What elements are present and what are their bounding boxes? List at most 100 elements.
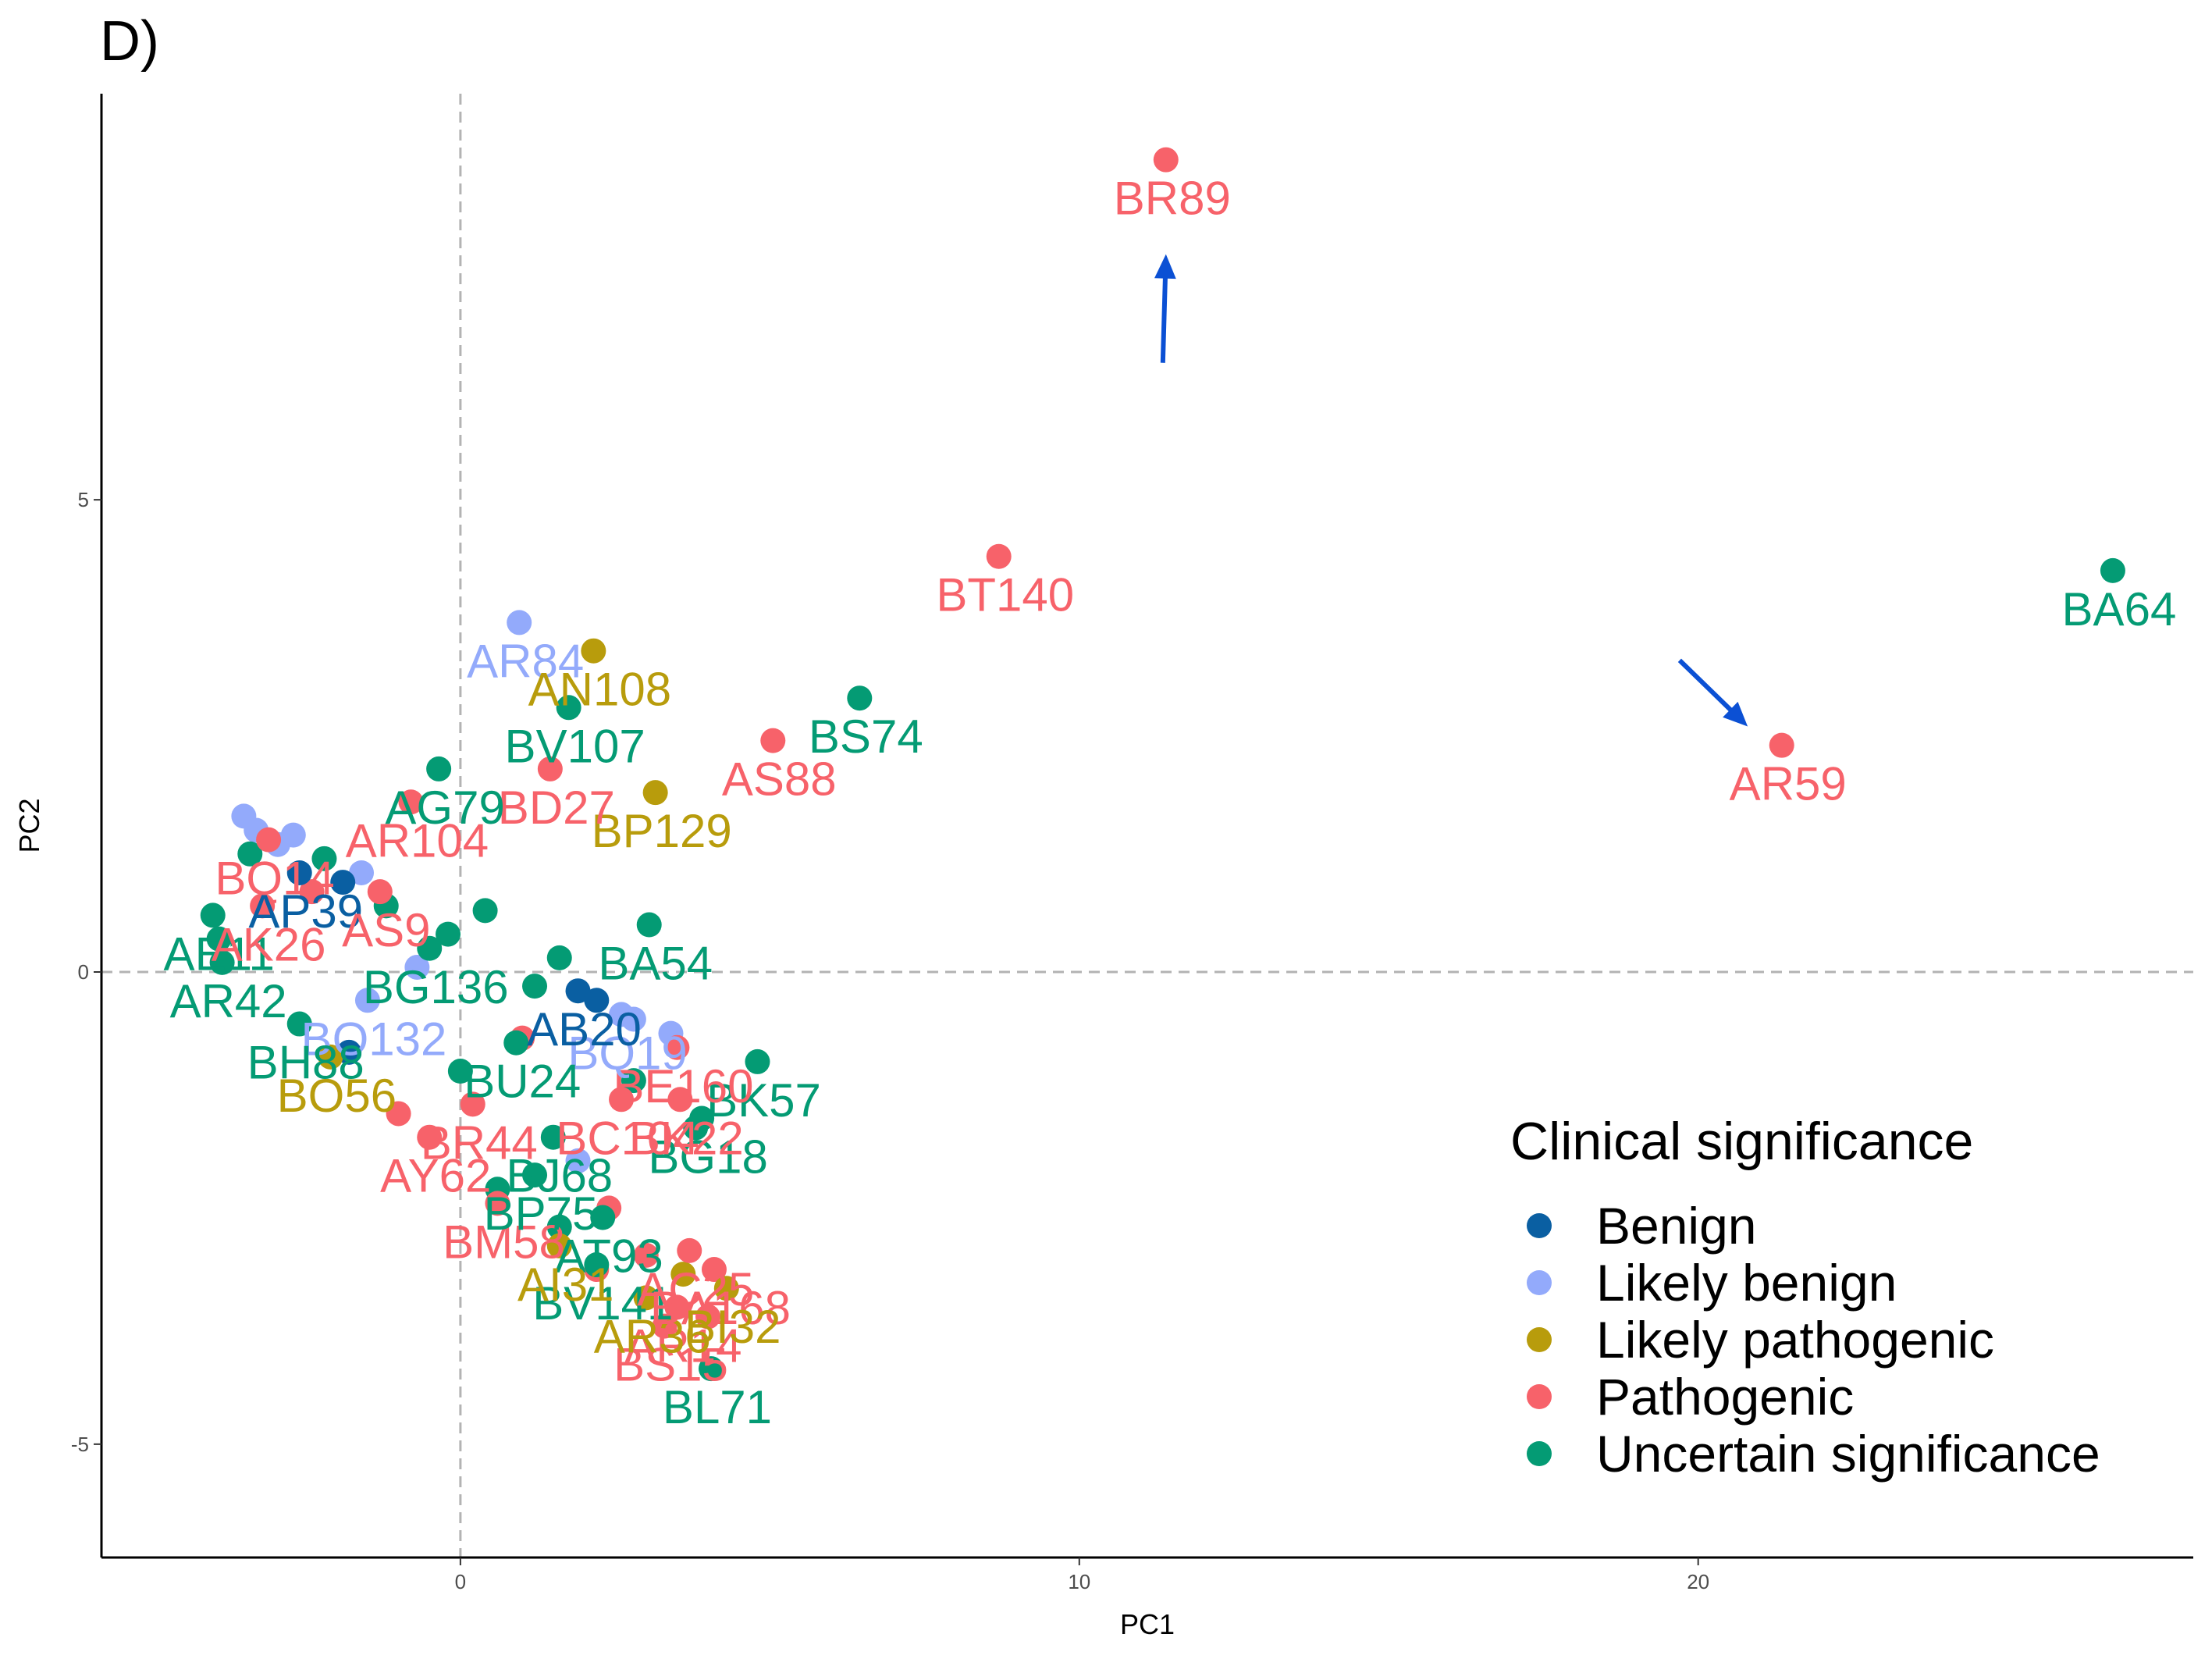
data-point — [642, 780, 668, 806]
data-point — [485, 1191, 510, 1216]
data-point — [1769, 732, 1794, 758]
legend-key — [1527, 1213, 1552, 1238]
x-tick-label: 0 — [455, 1570, 466, 1593]
point-label: BA54 — [598, 938, 713, 990]
data-point — [546, 1233, 572, 1258]
legend-key — [1527, 1270, 1552, 1295]
data-point — [556, 695, 581, 721]
data-point — [565, 978, 591, 1004]
data-point — [667, 1087, 693, 1113]
panel-label: D) — [100, 10, 159, 73]
data-point — [286, 1011, 312, 1037]
legend-title: Clinical significance — [1510, 1112, 1973, 1171]
point-label: AR36 — [594, 1310, 711, 1362]
y-tick-label: -5 — [71, 1433, 89, 1456]
point-label: BP129 — [592, 805, 732, 857]
data-point — [565, 1148, 591, 1173]
point-label: BR44 — [421, 1116, 538, 1169]
data-point — [417, 935, 443, 961]
legend-key — [1527, 1327, 1552, 1352]
legend-label: Uncertain significance — [1596, 1425, 2100, 1483]
point-label: BG136 — [363, 961, 509, 1013]
point-label: BS74 — [809, 710, 923, 763]
arrow-head — [1154, 254, 1176, 279]
data-point — [349, 860, 375, 885]
x-ticks: 0 10 20 — [455, 1558, 1709, 1593]
x-tick-label: 20 — [1687, 1570, 1709, 1593]
point-label: BQ19 — [567, 1027, 687, 1079]
arrow-shaft — [1160, 275, 1168, 363]
data-point — [472, 898, 498, 924]
point-label: BD27 — [498, 781, 615, 834]
y-tick-label: 5 — [78, 488, 89, 511]
data-point — [417, 1124, 443, 1150]
data-point — [507, 610, 532, 635]
arrow-shaft — [1677, 658, 1734, 714]
point-label: BE160 — [613, 1060, 753, 1113]
point-label: AC25 — [637, 1263, 754, 1315]
data-point — [652, 1313, 677, 1339]
point-label: AR59 — [1730, 758, 1847, 810]
data-point — [354, 988, 380, 1013]
data-point — [522, 974, 548, 999]
data-point — [581, 638, 606, 664]
axes — [100, 94, 2193, 1559]
legend-label: Benign — [1596, 1197, 1757, 1255]
point-label: BR89 — [1114, 173, 1231, 225]
data-point — [522, 1162, 548, 1188]
data-point — [677, 1237, 702, 1263]
data-point — [256, 827, 282, 853]
point-label: AN108 — [528, 664, 671, 716]
data-point — [695, 1304, 721, 1330]
data-point — [286, 860, 312, 885]
y-axis-title: PC2 — [13, 798, 45, 853]
y-ticks: -5 0 5 — [71, 488, 101, 1456]
legend-key — [1527, 1384, 1552, 1409]
data-point — [404, 954, 430, 980]
data-point — [540, 1124, 566, 1150]
data-point — [633, 1285, 659, 1311]
point-label: BT140 — [936, 569, 1074, 621]
data-point — [664, 1294, 690, 1320]
data-point — [330, 870, 356, 895]
data-point — [209, 949, 235, 975]
point-label: AE11 — [164, 927, 275, 980]
point-label: AS9 — [342, 904, 430, 956]
point-label: BI32 — [685, 1301, 781, 1353]
point-label: BV141 — [532, 1277, 673, 1330]
data-point — [537, 756, 563, 781]
point-label: AR42 — [170, 975, 287, 1027]
point-label: AR84 — [467, 635, 584, 687]
data-point — [590, 1205, 616, 1230]
x-tick-label: 10 — [1068, 1570, 1090, 1593]
data-point — [2100, 557, 2125, 583]
data-point — [986, 543, 1012, 569]
point-label: BM58 — [443, 1216, 565, 1268]
data-point — [447, 1059, 473, 1084]
data-point — [398, 789, 424, 815]
point-label: AR104 — [346, 814, 489, 867]
legend-key — [1527, 1441, 1552, 1466]
data-point — [584, 1252, 610, 1277]
point-label: BL71 — [663, 1381, 772, 1433]
legend-label: Likely benign — [1596, 1254, 1897, 1312]
data-point — [584, 988, 610, 1013]
point-label: AG79 — [385, 781, 504, 834]
point-label: AB20 — [527, 1003, 642, 1056]
data-point — [200, 902, 226, 928]
data-point — [1153, 147, 1179, 173]
point-label: AY62 — [380, 1150, 491, 1202]
data-point — [760, 728, 786, 753]
point-label: BA168 — [650, 1282, 791, 1334]
point-label: BA64 — [2062, 583, 2177, 635]
point-label: BK57 — [706, 1074, 821, 1127]
data-point — [636, 912, 662, 938]
arrow-head — [1723, 701, 1748, 727]
point-label: BP75 — [484, 1187, 599, 1240]
point-label: BJ68 — [506, 1150, 613, 1202]
data-point — [713, 1276, 739, 1301]
point-label: AP39 — [248, 885, 363, 938]
legend-label: Pathogenic — [1596, 1368, 1854, 1426]
